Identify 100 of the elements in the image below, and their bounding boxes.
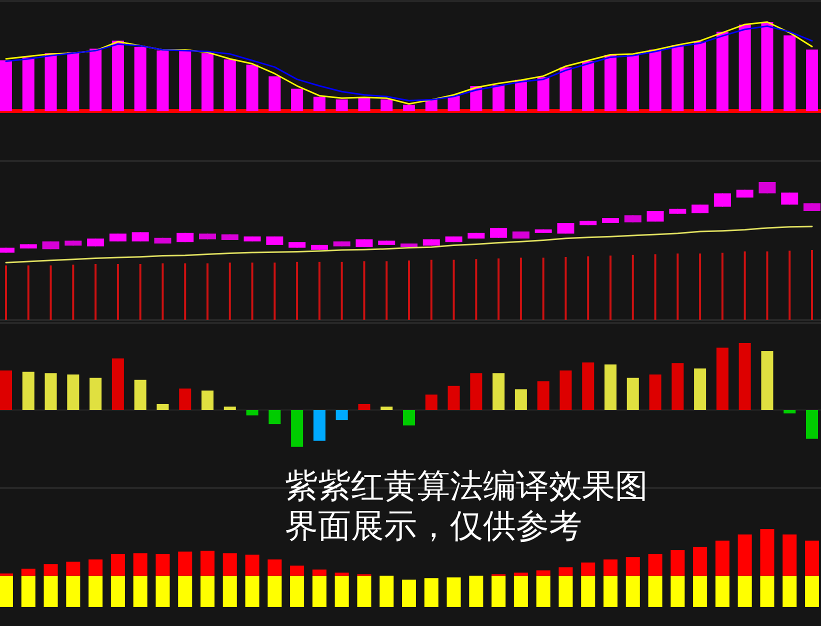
bar [44, 564, 58, 576]
bar [206, 263, 208, 320]
bar [184, 263, 186, 320]
bar [90, 48, 102, 111]
bar [446, 577, 461, 607]
bar [22, 372, 34, 410]
candlestick [132, 232, 149, 242]
bar [448, 386, 460, 410]
bar [672, 45, 684, 111]
bar [402, 580, 416, 607]
bar [0, 576, 13, 607]
bar [676, 254, 679, 320]
bar [358, 404, 370, 410]
bar [761, 351, 774, 410]
bar [805, 576, 819, 607]
bar [334, 576, 349, 607]
bar [626, 557, 640, 576]
bar [520, 258, 522, 320]
bar [782, 534, 797, 576]
bar [558, 576, 573, 607]
bar [67, 374, 80, 410]
bar [648, 554, 662, 576]
bar [27, 265, 30, 320]
bar [134, 380, 146, 410]
bar [766, 251, 768, 320]
bar [564, 257, 567, 320]
bar [44, 373, 57, 410]
bar [784, 410, 796, 414]
bar [716, 348, 728, 410]
bar [738, 343, 751, 410]
bar [66, 576, 80, 607]
bar [66, 562, 80, 576]
bar [290, 566, 304, 576]
candlestick [781, 192, 798, 206]
bar [560, 370, 572, 410]
bar [313, 410, 326, 441]
bar [139, 264, 142, 320]
bar [430, 260, 432, 320]
bar [110, 554, 125, 576]
bar [425, 99, 438, 111]
bar [604, 576, 618, 607]
bar [811, 250, 813, 320]
bar [604, 54, 616, 111]
bar [156, 554, 170, 576]
bar [715, 576, 730, 607]
bar [626, 576, 640, 607]
bar [67, 52, 80, 111]
bar [469, 576, 484, 607]
bar [805, 540, 819, 576]
bar [156, 404, 169, 410]
bar [72, 264, 74, 320]
annotation: 界面展示，仅供参考 [285, 507, 582, 544]
bar [788, 250, 791, 320]
candlestick [758, 182, 776, 194]
bar [626, 378, 639, 410]
bar [246, 410, 258, 416]
bar [715, 540, 730, 576]
bar [268, 76, 281, 111]
bar [604, 364, 616, 410]
bar [560, 67, 572, 111]
bar [424, 578, 438, 607]
bar [648, 576, 662, 607]
bar [699, 254, 702, 320]
bar [112, 358, 124, 410]
bar [448, 96, 460, 111]
bar [334, 572, 349, 576]
bar [761, 22, 774, 111]
bar [222, 576, 237, 607]
bar [514, 576, 528, 607]
bar [88, 559, 103, 576]
bar [632, 254, 634, 320]
bar [268, 559, 282, 576]
bar [291, 88, 304, 111]
bar [782, 576, 797, 607]
bar [514, 80, 527, 111]
bar [290, 576, 304, 607]
bar [649, 50, 662, 111]
bar [0, 573, 13, 576]
bar [670, 550, 685, 576]
bar [587, 256, 590, 320]
bar [581, 562, 596, 576]
bar [5, 265, 7, 320]
bar [336, 99, 348, 111]
bar [542, 258, 544, 320]
bar [693, 576, 708, 607]
bar [245, 554, 260, 576]
bar [537, 381, 550, 410]
bar [649, 374, 662, 410]
bar [514, 389, 527, 410]
bar [425, 394, 438, 410]
bar [156, 50, 169, 111]
bar [110, 576, 125, 607]
bar [268, 410, 281, 424]
bar [806, 410, 818, 439]
bar [228, 262, 231, 320]
bar [296, 262, 298, 320]
bar [470, 373, 482, 410]
bar [116, 264, 119, 320]
bar [760, 529, 774, 576]
bar [536, 570, 550, 576]
